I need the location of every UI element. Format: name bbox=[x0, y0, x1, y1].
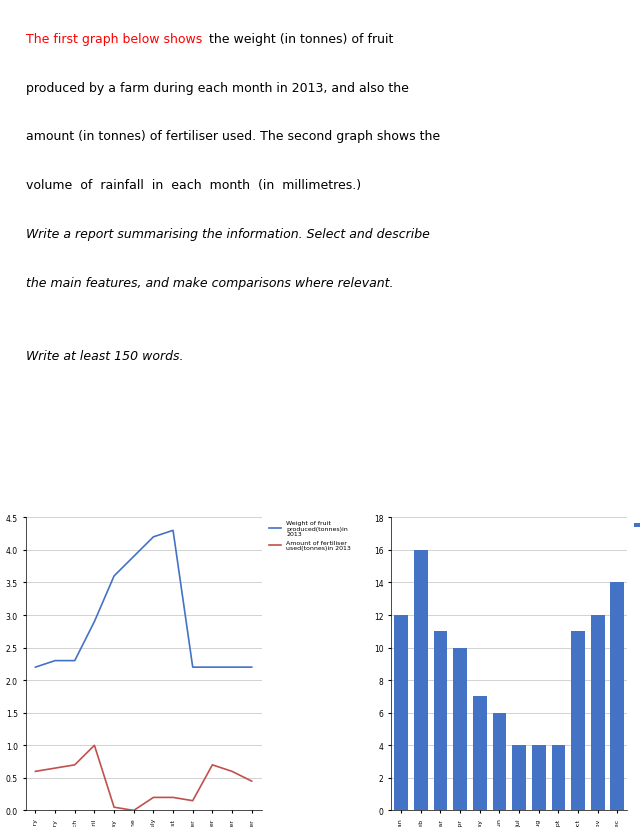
Bar bbox=[493, 713, 506, 810]
Weight of fruit
produced(tonnes)in
2013 bbox=[228, 662, 236, 672]
Amount of fertiliser
used(tonnes)in 2013 bbox=[91, 740, 99, 750]
Legend: Rainfall millimetres
(mm) in 2013: Rainfall millimetres (mm) in 2013 bbox=[632, 518, 640, 533]
Bar bbox=[414, 550, 428, 810]
Weight of fruit
produced(tonnes)in
2013 bbox=[91, 617, 99, 627]
Bar bbox=[394, 615, 408, 810]
Text: volume  of  rainfall  in  each  month  (in  millimetres.): volume of rainfall in each month (in mil… bbox=[26, 179, 361, 192]
Weight of fruit
produced(tonnes)in
2013 bbox=[110, 571, 118, 581]
Text: Write at least 150 words.: Write at least 150 words. bbox=[26, 350, 183, 363]
Bar bbox=[433, 632, 447, 810]
Bar bbox=[473, 696, 486, 810]
Weight of fruit
produced(tonnes)in
2013 bbox=[150, 533, 157, 543]
Line: Amount of fertiliser
used(tonnes)in 2013: Amount of fertiliser used(tonnes)in 2013 bbox=[35, 745, 252, 810]
Amount of fertiliser
used(tonnes)in 2013 bbox=[110, 802, 118, 812]
Text: the main features, and make comparisons where relevant.: the main features, and make comparisons … bbox=[26, 276, 393, 289]
Amount of fertiliser
used(tonnes)in 2013 bbox=[31, 767, 39, 777]
Bar bbox=[591, 615, 605, 810]
Bar bbox=[453, 648, 467, 810]
Weight of fruit
produced(tonnes)in
2013 bbox=[248, 662, 255, 672]
Amount of fertiliser
used(tonnes)in 2013 bbox=[248, 777, 255, 786]
Weight of fruit
produced(tonnes)in
2013 bbox=[209, 662, 216, 672]
Amount of fertiliser
used(tonnes)in 2013 bbox=[51, 763, 59, 773]
Amount of fertiliser
used(tonnes)in 2013 bbox=[71, 760, 79, 770]
Weight of fruit
produced(tonnes)in
2013 bbox=[130, 552, 138, 562]
Bar bbox=[552, 745, 565, 810]
Legend: Weight of fruit
produced(tonnes)in
2013, Amount of fertiliser
used(tonnes)in 201: Weight of fruit produced(tonnes)in 2013,… bbox=[266, 518, 354, 553]
Weight of fruit
produced(tonnes)in
2013 bbox=[71, 656, 79, 666]
Amount of fertiliser
used(tonnes)in 2013 bbox=[209, 760, 216, 770]
Weight of fruit
produced(tonnes)in
2013 bbox=[51, 656, 59, 666]
Text: produced by a farm during each month in 2013, and also the: produced by a farm during each month in … bbox=[26, 81, 408, 94]
Amount of fertiliser
used(tonnes)in 2013 bbox=[228, 767, 236, 777]
Weight of fruit
produced(tonnes)in
2013 bbox=[31, 662, 39, 672]
Text: The first graph below shows: The first graph below shows bbox=[26, 32, 202, 45]
Text: amount (in tonnes) of fertiliser used. The second graph shows the: amount (in tonnes) of fertiliser used. T… bbox=[26, 130, 440, 143]
Text: Write a report summarising the information. Select and describe: Write a report summarising the informati… bbox=[26, 227, 429, 241]
Weight of fruit
produced(tonnes)in
2013 bbox=[169, 526, 177, 536]
Amount of fertiliser
used(tonnes)in 2013 bbox=[150, 792, 157, 802]
Amount of fertiliser
used(tonnes)in 2013 bbox=[169, 792, 177, 802]
Text: the weight (in tonnes) of fruit: the weight (in tonnes) of fruit bbox=[209, 32, 394, 45]
Line: Weight of fruit
produced(tonnes)in
2013: Weight of fruit produced(tonnes)in 2013 bbox=[35, 531, 252, 667]
Weight of fruit
produced(tonnes)in
2013 bbox=[189, 662, 196, 672]
Bar bbox=[532, 745, 546, 810]
Amount of fertiliser
used(tonnes)in 2013 bbox=[130, 805, 138, 815]
Bar bbox=[512, 745, 526, 810]
Bar bbox=[571, 632, 585, 810]
Bar bbox=[611, 583, 624, 810]
Amount of fertiliser
used(tonnes)in 2013 bbox=[189, 796, 196, 805]
